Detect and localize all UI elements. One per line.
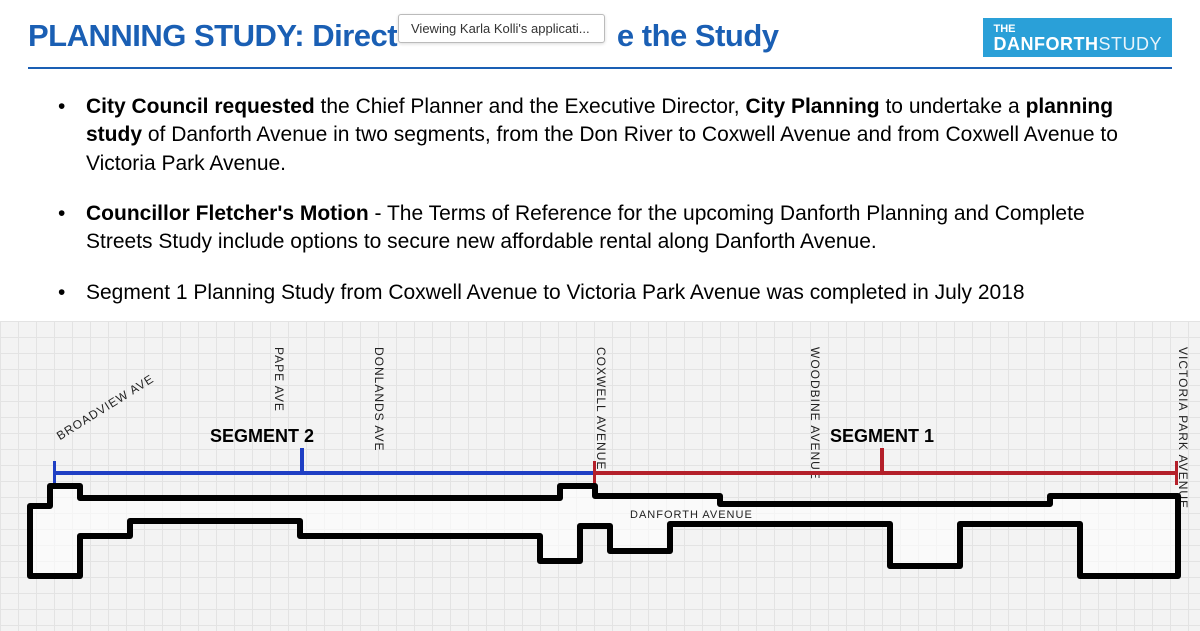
notification-text: Viewing Karla Kolli's applicati... bbox=[411, 21, 590, 36]
bullet-item: Segment 1 Planning Study from Coxwell Av… bbox=[58, 279, 1142, 307]
street-label-vertical: COXWELL AVENUE bbox=[594, 347, 608, 470]
title-prefix: PLANNING STUDY: bbox=[28, 18, 312, 53]
study-area-map: BROADVIEW AVEPAPE AVEDONLANDS AVECOXWELL… bbox=[0, 321, 1200, 631]
danforth-corridor-outline bbox=[20, 476, 1188, 596]
bullet-list: City Council requested the Chief Planner… bbox=[58, 93, 1142, 307]
bullet-run: City Council requested bbox=[86, 95, 315, 118]
bullet-run: Councillor Fletcher's Motion bbox=[86, 202, 369, 225]
segment-1-tick bbox=[880, 448, 884, 472]
segment-1-line bbox=[594, 471, 1176, 475]
street-label-vertical: WOODBINE AVENUE bbox=[808, 347, 822, 480]
bullet-run: Segment 1 Planning Study from Coxwell Av… bbox=[86, 281, 1025, 304]
title-right: e the Study bbox=[617, 18, 779, 53]
bullet-run: of Danforth Avenue in two segments, from… bbox=[86, 123, 1118, 174]
segment-2-label: SEGMENT 2 bbox=[210, 426, 314, 447]
bullet-run: City Planning bbox=[745, 95, 879, 118]
segment-1-label: SEGMENT 1 bbox=[830, 426, 934, 447]
header-divider bbox=[28, 67, 1172, 69]
slide-body: City Council requested the Chief Planner… bbox=[0, 87, 1200, 307]
screen-share-notification[interactable]: Viewing Karla Kolli's applicati... bbox=[398, 14, 605, 43]
street-label-vertical: DONLANDS AVE bbox=[372, 347, 386, 451]
bullet-run: the Chief Planner and the Executive Dire… bbox=[315, 95, 746, 118]
danforth-study-logo: THE DANFORTHSTUDY bbox=[983, 18, 1172, 57]
segment-2-tick bbox=[300, 448, 304, 472]
street-label-vertical: PAPE AVE bbox=[272, 347, 286, 412]
logo-line2: DANFORTHSTUDY bbox=[993, 35, 1162, 53]
danforth-avenue-label: DANFORTH AVENUE bbox=[630, 509, 753, 521]
bullet-item: City Council requested the Chief Planner… bbox=[58, 93, 1142, 178]
title-left: Direct bbox=[312, 18, 397, 53]
logo-blue-box: THE DANFORTHSTUDY bbox=[983, 18, 1172, 57]
bullet-run: to undertake a bbox=[880, 95, 1026, 118]
segment-2-line bbox=[54, 471, 594, 475]
bullet-item: Councillor Fletcher's Motion - The Terms… bbox=[58, 200, 1142, 257]
